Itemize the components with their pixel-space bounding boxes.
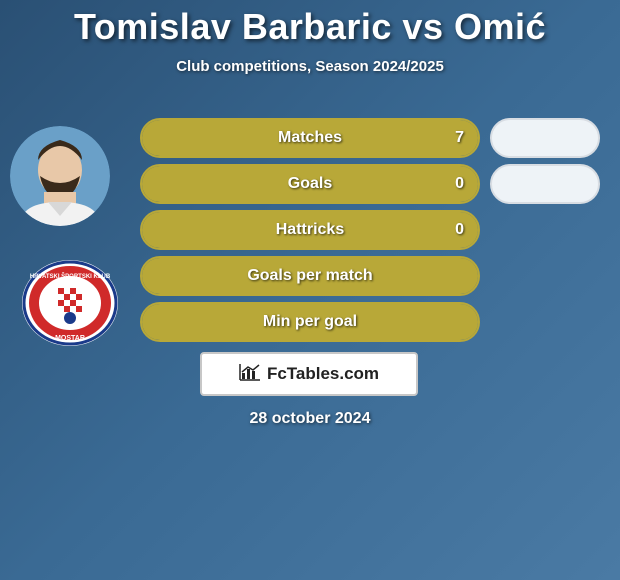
stat-row: Goals per match — [0, 256, 620, 302]
brand-box[interactable]: FcTables.com — [200, 352, 418, 396]
player1-bar: Goals0 — [140, 164, 480, 204]
stat-label: Matches — [142, 129, 478, 147]
page-title: Tomislav Barbaric vs Omić — [0, 0, 620, 48]
player1-value: 0 — [455, 221, 464, 239]
player1-value: 7 — [455, 129, 464, 147]
stat-label: Goals — [142, 175, 478, 193]
stat-row: Goals0 — [0, 164, 620, 210]
date-label: 28 october 2024 — [0, 410, 620, 428]
stat-label: Hattricks — [142, 221, 478, 239]
player2-bar — [490, 164, 600, 204]
stat-row: Min per goal — [0, 302, 620, 348]
player1-bar: Matches7 — [140, 118, 480, 158]
stat-label: Goals per match — [142, 267, 478, 285]
player1-value: 0 — [455, 175, 464, 193]
player1-bar: Goals per match — [140, 256, 480, 296]
player2-bar — [490, 118, 600, 158]
chart-icon — [239, 363, 261, 386]
brand-label: FcTables.com — [267, 364, 379, 384]
stat-row: Hattricks0 — [0, 210, 620, 256]
stat-row: Matches7 — [0, 118, 620, 164]
stat-label: Min per goal — [142, 313, 478, 331]
comparison-chart: Matches7Goals0Hattricks0Goals per matchM… — [0, 118, 620, 348]
subtitle: Club competitions, Season 2024/2025 — [0, 58, 620, 75]
player1-bar: Hattricks0 — [140, 210, 480, 250]
player1-bar: Min per goal — [140, 302, 480, 342]
